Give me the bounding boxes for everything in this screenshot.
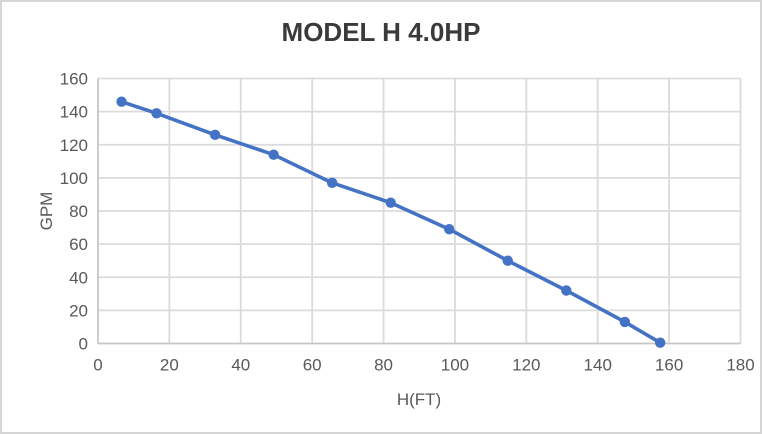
x-tick-label: 140 bbox=[584, 356, 612, 375]
x-tick-label: 120 bbox=[512, 356, 540, 375]
x-tick-label: 60 bbox=[303, 356, 322, 375]
data-point bbox=[654, 337, 666, 348]
y-tick-label: 100 bbox=[60, 169, 88, 188]
data-point bbox=[326, 177, 338, 189]
x-tick-label: 80 bbox=[374, 356, 393, 375]
data-point bbox=[385, 197, 396, 208]
y-tick-label: 20 bbox=[69, 301, 88, 320]
x-axis-title: H(FT) bbox=[396, 390, 442, 409]
data-point bbox=[268, 149, 279, 160]
y-tick-label: 160 bbox=[60, 70, 88, 89]
data-point bbox=[444, 224, 455, 235]
x-tick-label: 100 bbox=[441, 356, 469, 375]
data-point bbox=[151, 108, 162, 119]
y-tick-label: 40 bbox=[69, 268, 88, 287]
x-tick-label: 20 bbox=[160, 356, 179, 375]
x-tick-label: 0 bbox=[93, 356, 102, 375]
data-point bbox=[116, 96, 127, 107]
chart-title: MODEL H 4.0HP bbox=[281, 17, 481, 47]
y-tick-label: 0 bbox=[79, 335, 88, 354]
data-point bbox=[561, 285, 572, 296]
data-point bbox=[619, 316, 631, 328]
data-point bbox=[209, 129, 221, 141]
x-tick-label: 40 bbox=[231, 356, 250, 375]
y-axis-title: GPM bbox=[37, 191, 56, 231]
x-tick-label: 160 bbox=[655, 356, 683, 375]
y-tick-label: 60 bbox=[69, 235, 88, 254]
data-point bbox=[502, 255, 513, 266]
y-tick-label: 140 bbox=[60, 103, 88, 122]
y-tick-label: 120 bbox=[60, 136, 88, 155]
data-line bbox=[119, 99, 662, 345]
x-tick-label: 180 bbox=[726, 356, 754, 375]
y-tick-label: 80 bbox=[69, 202, 88, 221]
